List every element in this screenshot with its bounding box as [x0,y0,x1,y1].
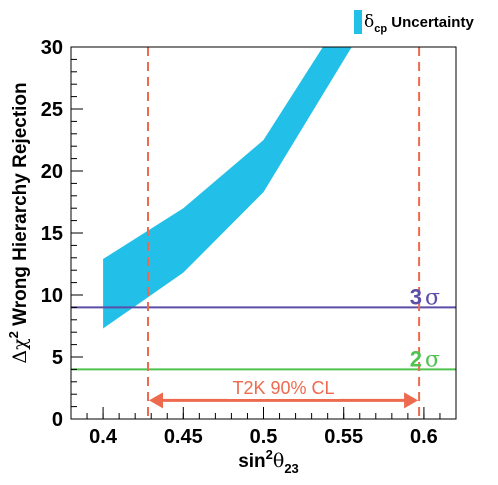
y-tick-label-6: 30 [41,37,63,59]
y-axis-title: Δχ2 Wrong Hierarchy Rejection [6,82,31,363]
sigma-3-num: 3 [410,284,422,309]
x-title-sub: 23 [284,461,298,476]
sigma-2-num: 2 [410,346,422,371]
t2k-cl-arrow [149,392,419,409]
y-title-sup: 2 [6,331,21,338]
x-tick-label-2: 0.5 [250,426,278,448]
x-axis: 0.4 0.45 0.5 0.55 0.6 [86,407,441,448]
y-tick-label-1: 5 [52,347,63,369]
x-tick-label-3: 0.55 [324,426,363,448]
legend-text-main: Uncertainty [387,14,474,31]
sigma-lines [71,306,456,371]
x-title-sup: 2 [266,447,273,462]
x-tick-label-1: 0.45 [164,426,203,448]
y-axis: 0 5 10 15 20 25 30 [41,37,83,431]
legend-symbol: δ [364,12,374,32]
y-tick-label-4: 20 [41,161,63,183]
legend-symbol-sub: cp [374,23,387,35]
sigma-3-sym: σ [425,285,440,310]
y-tick-label-0: 0 [52,409,63,431]
cl-label: T2K 90% CL [233,378,335,398]
x-axis-title: sin2θ23 [238,447,299,476]
cl-arrow-head-right [404,392,419,409]
x-title-main: sin [238,451,265,472]
y-title-rest: Wrong Hierarchy Rejection [10,82,31,331]
y-tick-label-5: 25 [41,99,63,121]
sigma-2-sym: σ [425,347,440,372]
cl-arrow-head-left [149,392,163,409]
y-tick-label-3: 15 [41,223,63,245]
x-tick-label-0: 0.4 [89,426,118,448]
legend: δcp Uncertainty [354,10,474,35]
legend-swatch [354,10,362,34]
dcp-uncertainty-band [103,47,352,329]
x-title-theta: θ [273,450,284,472]
legend-label: δcp Uncertainty [364,12,474,35]
x-tick-label-4: 0.6 [410,426,438,448]
y-tick-label-2: 10 [41,285,63,307]
y-title-delta: Δχ [9,338,31,364]
plot-frame [70,46,457,420]
t2k-cl-lines [147,47,421,419]
cl-label-background [227,377,340,399]
